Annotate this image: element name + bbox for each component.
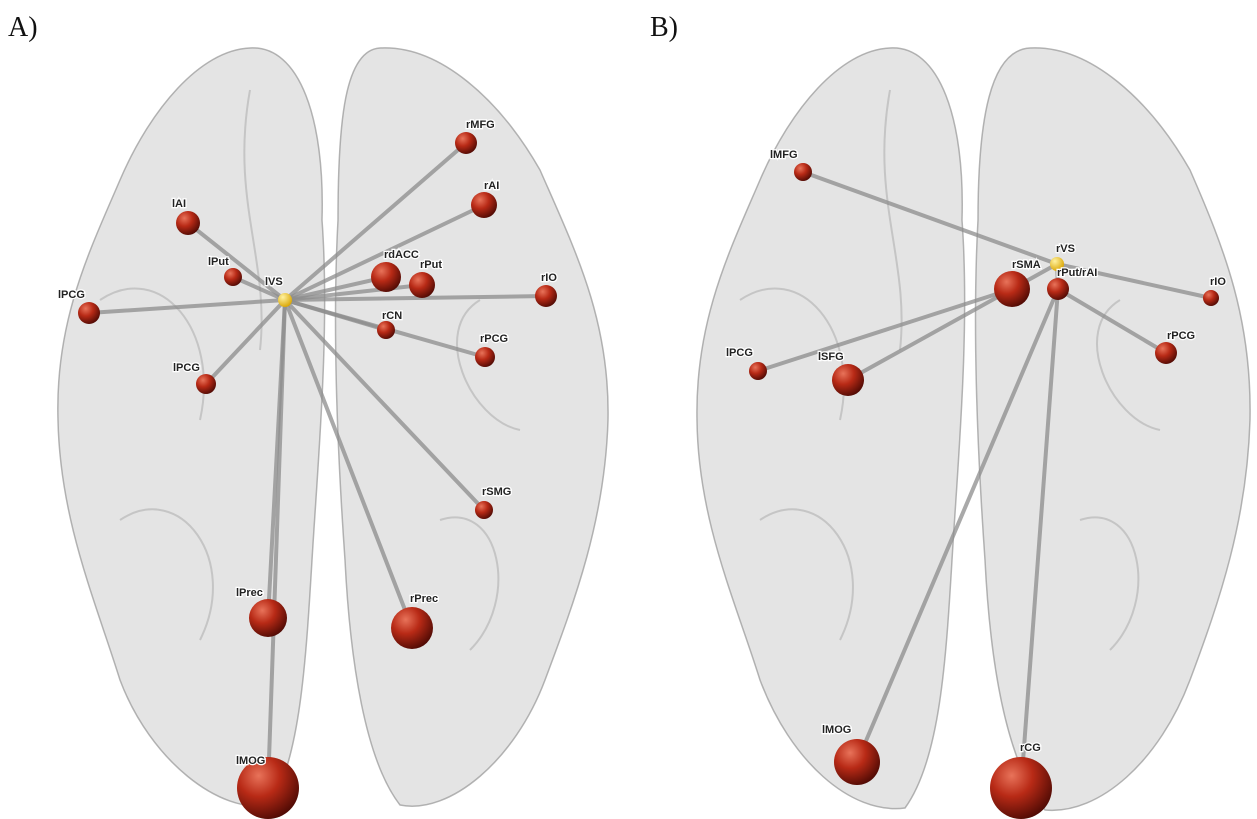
node	[475, 501, 493, 519]
node-label: lSFG	[818, 351, 844, 363]
node	[990, 757, 1052, 819]
node-label: rSMG	[482, 486, 511, 498]
node-label: rPut/rAI	[1057, 267, 1097, 279]
node	[391, 607, 433, 649]
node-label: rVS	[1056, 243, 1075, 255]
node-label: rdACC	[384, 249, 419, 261]
node	[371, 262, 401, 292]
node-label: rAI	[484, 180, 499, 192]
node-label: lMOG	[822, 724, 851, 736]
node	[834, 739, 880, 785]
node-label: rSMA	[1012, 259, 1041, 271]
figure: A) B) lVSlAIlPutlPCGlPCGrMFGrAIrdACCrPut…	[0, 0, 1257, 819]
node	[994, 271, 1030, 307]
node-label: lMFG	[770, 149, 798, 161]
hub-node	[278, 293, 292, 307]
node-label: lVS	[265, 276, 283, 288]
node	[455, 132, 477, 154]
node	[377, 321, 395, 339]
node-label: lPCG	[58, 289, 85, 301]
node	[409, 272, 435, 298]
node	[1155, 342, 1177, 364]
node	[78, 302, 100, 324]
node-label: rCN	[382, 310, 402, 322]
node-label: rIO	[1210, 276, 1226, 288]
panel-label: B)	[650, 12, 678, 43]
node-label: rCG	[1020, 742, 1041, 754]
node-label: rPrec	[410, 593, 438, 605]
panel-label: A)	[8, 12, 38, 43]
node-label: lMOG	[236, 755, 265, 767]
node-label: rPCG	[1167, 330, 1195, 342]
node-label: lPut	[208, 256, 229, 268]
node	[471, 192, 497, 218]
node	[1203, 290, 1219, 306]
node	[176, 211, 200, 235]
node	[224, 268, 242, 286]
node-label: lAI	[172, 198, 186, 210]
node-label: rMFG	[466, 119, 495, 131]
node-label: lPrec	[236, 587, 263, 599]
node	[832, 364, 864, 396]
node-label: rPut	[420, 259, 442, 271]
node	[1047, 278, 1069, 300]
node	[249, 599, 287, 637]
node-label: lPCG	[726, 347, 753, 359]
node	[749, 362, 767, 380]
node-label: rIO	[541, 272, 557, 284]
node	[475, 347, 495, 367]
node-label: lPCG	[173, 362, 200, 374]
node	[794, 163, 812, 181]
node-label: rPCG	[480, 333, 508, 345]
node	[196, 374, 216, 394]
brain-b	[697, 48, 1250, 810]
node	[535, 285, 557, 307]
